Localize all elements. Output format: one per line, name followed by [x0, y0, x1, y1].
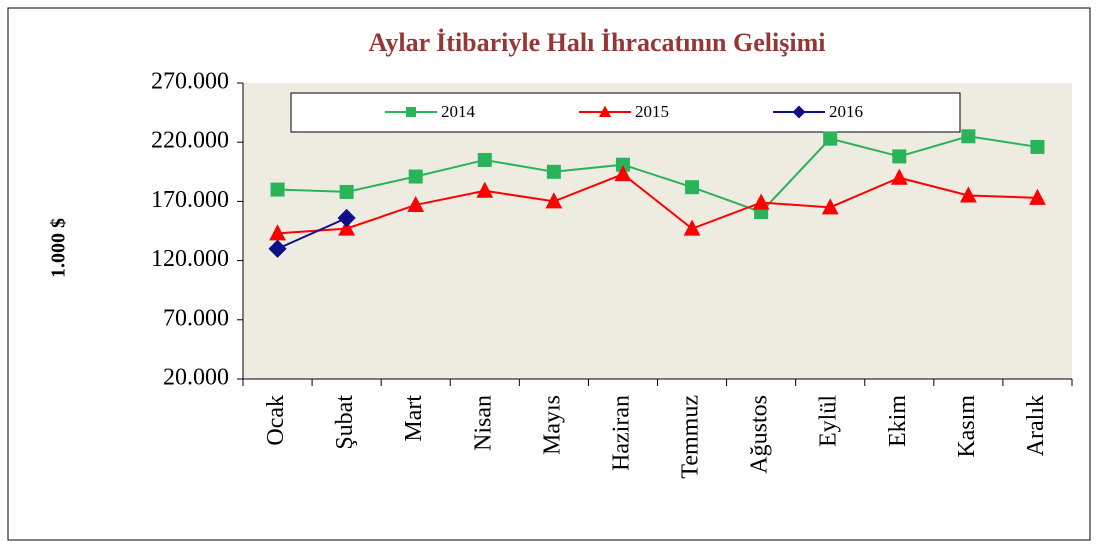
marker	[683, 219, 701, 236]
series-line	[277, 217, 348, 250]
marker	[407, 195, 425, 212]
y-tick-label: 220.000	[151, 128, 229, 154]
marker	[685, 180, 700, 195]
marker	[269, 224, 286, 241]
x-tick-label: Şubat	[332, 395, 358, 450]
y-axis-label: 1.000 $	[48, 218, 70, 278]
x-tick-label: Ekim	[885, 395, 911, 447]
marker	[890, 168, 908, 185]
marker	[752, 193, 770, 210]
y-tick-label: 20.000	[163, 365, 229, 391]
marker	[408, 169, 423, 184]
x-tick-label: Ocak	[263, 395, 289, 446]
marker	[615, 157, 630, 172]
marker	[476, 181, 494, 198]
x-tick-label: Haziran	[608, 395, 634, 471]
legend-label: 2015	[635, 102, 669, 121]
marker	[892, 149, 907, 164]
marker	[268, 239, 287, 258]
marker	[338, 219, 356, 236]
y-tick-label: 120.000	[151, 246, 229, 272]
marker	[545, 192, 563, 209]
x-tick-label: Aralık	[1023, 395, 1049, 456]
marker	[599, 105, 611, 117]
series-line	[277, 135, 1038, 214]
y-tick-label: 70.000	[163, 305, 229, 331]
marker	[339, 184, 354, 199]
legend-label: 2014	[441, 102, 476, 121]
y-tick-label: 270.000	[151, 69, 229, 95]
series-line	[277, 173, 1038, 235]
marker	[477, 152, 492, 167]
marker	[823, 131, 838, 146]
marker	[959, 186, 977, 203]
marker	[1029, 188, 1046, 205]
x-tick-label: Nisan	[470, 395, 496, 451]
legend-label: 2016	[829, 102, 863, 121]
marker	[614, 165, 632, 182]
x-tick-label: Eylül	[816, 395, 842, 447]
x-tick-label: Mart	[401, 395, 427, 442]
x-tick-label: Mayıs	[539, 395, 565, 455]
marker	[792, 105, 806, 119]
x-tick-label: Temmuz	[678, 395, 704, 479]
x-tick-label: Ağustos	[747, 395, 773, 474]
marker	[1030, 139, 1045, 154]
marker	[270, 182, 285, 197]
marker	[821, 198, 839, 215]
marker	[546, 164, 561, 179]
x-tick-label: Kasım	[954, 395, 980, 458]
marker	[406, 107, 416, 117]
chart-title: Aylar İtibariyle Halı İhracatının Gelişi…	[369, 28, 826, 57]
marker	[337, 208, 356, 228]
marker	[961, 129, 976, 144]
y-tick-label: 170.000	[151, 187, 229, 213]
